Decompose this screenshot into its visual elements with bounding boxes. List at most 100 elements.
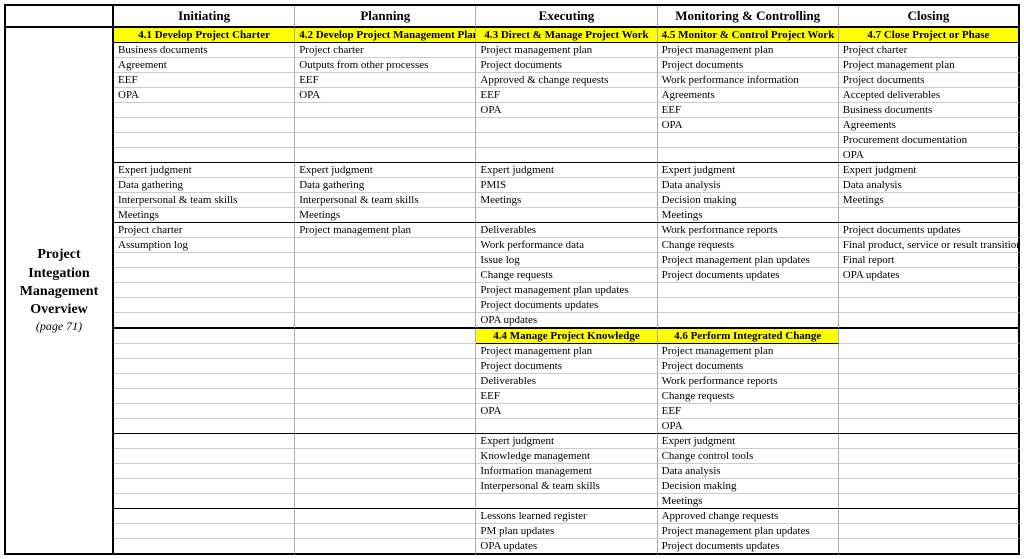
outputs-cell: Project management plan: [295, 223, 476, 238]
tools-cell: Expert judgment: [476, 434, 657, 449]
pmbok-grid: InitiatingPlanningExecutingMonitoring & …: [4, 4, 1020, 555]
outputs-cell: Lessons learned register: [476, 509, 657, 524]
tools-cell: [114, 494, 295, 509]
outputs-cell: [295, 509, 476, 524]
outputs-cell: Work performance data: [476, 238, 657, 253]
outputs-cell: [114, 524, 295, 539]
tools-cell: [295, 434, 476, 449]
outputs-cell: [839, 539, 1020, 555]
inputs-cell: Project documents: [658, 359, 839, 374]
tools-cell: Expert judgment: [114, 163, 295, 178]
inputs-cell: Project charter: [295, 43, 476, 58]
corner: [6, 6, 114, 28]
tools-cell: Meetings: [658, 494, 839, 509]
inputs-cell: EEF: [476, 389, 657, 404]
outputs-cell: [114, 509, 295, 524]
outputs-cell: OPA updates: [476, 539, 657, 555]
inputs-cell: [476, 118, 657, 133]
inputs-cell: [295, 389, 476, 404]
inputs-cell: Project management plan: [658, 344, 839, 359]
outputs-cell: OPA updates: [476, 313, 657, 329]
tools-cell: [839, 479, 1020, 494]
inputs-cell: Change requests: [658, 389, 839, 404]
tools-cell: [114, 449, 295, 464]
inputs-cell: [839, 389, 1020, 404]
outputs-cell: Project management plan updates: [658, 524, 839, 539]
inputs-cell: Project management plan: [476, 43, 657, 58]
inputs-cell: [295, 118, 476, 133]
tools-cell: [839, 449, 1020, 464]
inputs-cell: EEF: [295, 73, 476, 88]
side-title: ProjectIntegationManagementOverview(page…: [6, 28, 114, 555]
inputs-cell: [839, 419, 1020, 434]
outputs-cell: Deliverables: [476, 223, 657, 238]
inputs-cell: [114, 118, 295, 133]
col-header: Monitoring & Controlling: [658, 6, 839, 28]
inputs-cell: [658, 148, 839, 163]
inputs-cell: [114, 344, 295, 359]
inputs-cell: Agreements: [839, 118, 1020, 133]
outputs-cell: [839, 313, 1020, 329]
side-line: Integation: [28, 265, 89, 283]
inputs-cell: Deliverables: [476, 374, 657, 389]
inputs-cell: EEF: [476, 88, 657, 103]
process-head: 4.3 Direct & Manage Project Work: [476, 28, 657, 43]
col-header: Executing: [476, 6, 657, 28]
tools-cell: Expert judgment: [839, 163, 1020, 178]
tools-cell: Meetings: [658, 208, 839, 223]
inputs-cell: Project documents: [658, 58, 839, 73]
tools-cell: Data gathering: [114, 178, 295, 193]
outputs-cell: Project management plan updates: [476, 283, 657, 298]
inputs-cell: [295, 374, 476, 389]
outputs-cell: [839, 283, 1020, 298]
inputs-cell: Project management plan: [658, 43, 839, 58]
inputs-cell: [114, 374, 295, 389]
inputs-cell: Project documents: [476, 58, 657, 73]
inputs-cell: [295, 103, 476, 118]
process-head: [839, 329, 1020, 344]
process-head: 4.4 Manage Project Knowledge: [476, 329, 657, 344]
inputs-cell: Project management plan: [476, 344, 657, 359]
outputs-cell: Work performance reports: [658, 223, 839, 238]
inputs-cell: OPA: [476, 404, 657, 419]
process-head: [295, 329, 476, 344]
tools-cell: [295, 464, 476, 479]
outputs-cell: Project documents updates: [658, 268, 839, 283]
inputs-cell: Agreement: [114, 58, 295, 73]
inputs-cell: [114, 148, 295, 163]
tools-cell: [839, 464, 1020, 479]
tools-cell: [839, 494, 1020, 509]
inputs-cell: Business documents: [114, 43, 295, 58]
outputs-cell: Final report: [839, 253, 1020, 268]
tools-cell: Expert judgment: [476, 163, 657, 178]
inputs-cell: Accepted deliverables: [839, 88, 1020, 103]
outputs-cell: Project charter: [114, 223, 295, 238]
tools-cell: Decision making: [658, 193, 839, 208]
outputs-cell: [295, 539, 476, 555]
tools-cell: Information management: [476, 464, 657, 479]
inputs-cell: Project charter: [839, 43, 1020, 58]
inputs-cell: Project documents: [839, 73, 1020, 88]
inputs-cell: [295, 148, 476, 163]
outputs-cell: [295, 298, 476, 313]
outputs-cell: [295, 253, 476, 268]
inputs-cell: EEF: [658, 404, 839, 419]
tools-cell: [476, 494, 657, 509]
tools-cell: [114, 479, 295, 494]
process-head: [114, 329, 295, 344]
outputs-cell: [295, 524, 476, 539]
inputs-cell: OPA: [839, 148, 1020, 163]
inputs-cell: [839, 359, 1020, 374]
outputs-cell: [839, 298, 1020, 313]
outputs-cell: [114, 539, 295, 555]
outputs-cell: Assumption log: [114, 238, 295, 253]
inputs-cell: Procurement documentation: [839, 133, 1020, 148]
outputs-cell: [114, 313, 295, 329]
outputs-cell: Project management plan updates: [658, 253, 839, 268]
tools-cell: [839, 434, 1020, 449]
outputs-cell: [114, 268, 295, 283]
tools-cell: Expert judgment: [295, 163, 476, 178]
outputs-cell: [295, 238, 476, 253]
inputs-cell: [476, 148, 657, 163]
outputs-cell: Project documents updates: [839, 223, 1020, 238]
